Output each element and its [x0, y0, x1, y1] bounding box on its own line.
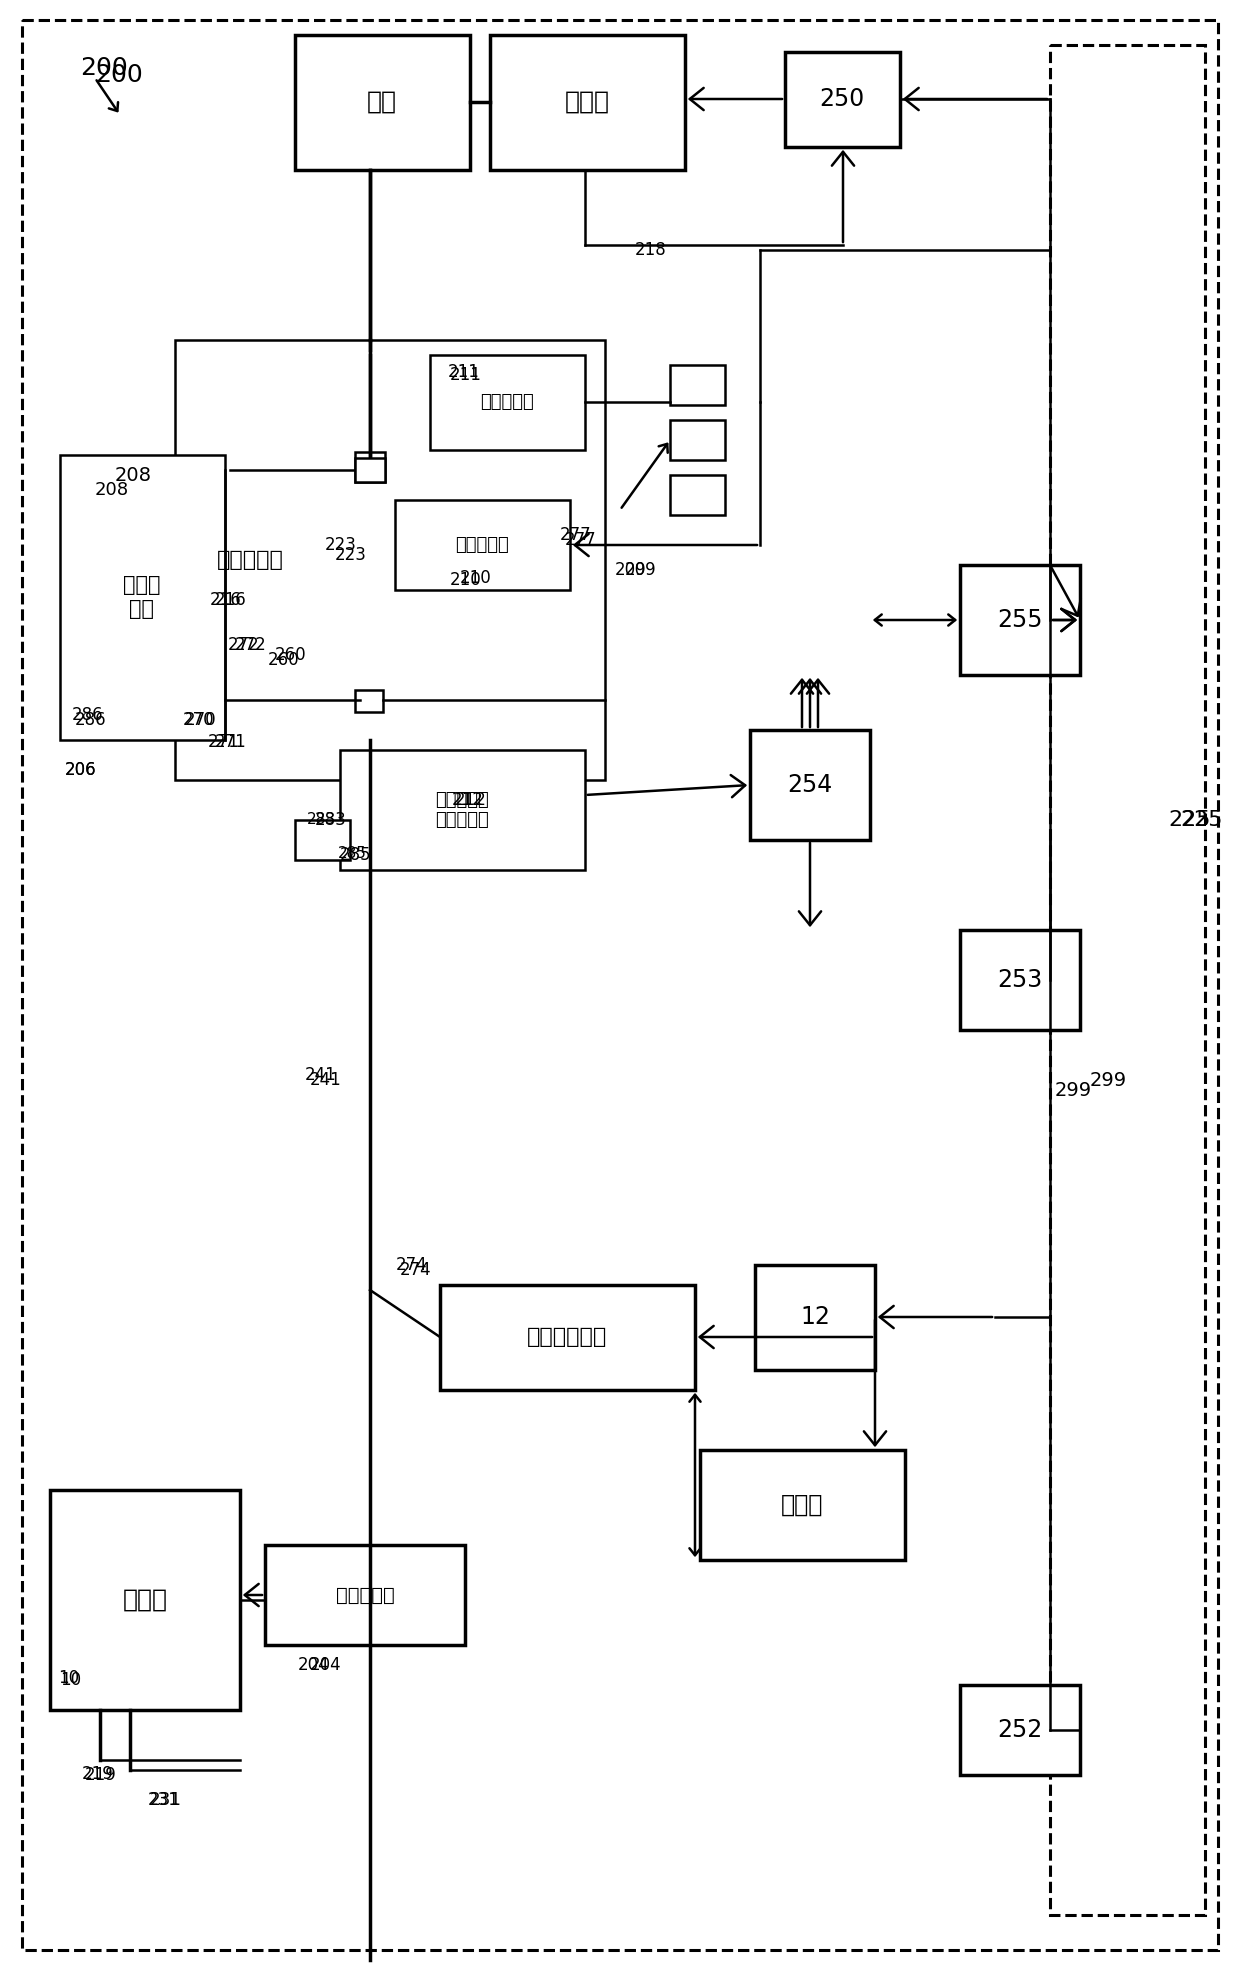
Text: 270: 270 [184, 711, 215, 729]
Text: 发动机: 发动机 [123, 1589, 167, 1612]
Text: 扭矩致动器: 扭矩致动器 [336, 1585, 394, 1605]
Text: 10: 10 [58, 1669, 79, 1687]
Bar [960, 1685, 1080, 1775]
Bar [670, 420, 725, 460]
Text: 252: 252 [997, 1718, 1043, 1742]
Text: 车轮: 车轮 [367, 90, 397, 114]
Text: 219: 219 [86, 1766, 117, 1783]
Text: 277: 277 [565, 530, 596, 550]
Text: 272: 272 [228, 636, 259, 654]
Bar [960, 931, 1080, 1029]
Text: 285: 285 [340, 846, 372, 864]
Bar [60, 456, 224, 740]
Text: 212: 212 [455, 791, 487, 809]
Bar [440, 1284, 694, 1391]
Text: 241: 241 [305, 1066, 337, 1084]
Text: 208: 208 [95, 481, 129, 499]
Text: 271: 271 [215, 733, 247, 750]
Bar [755, 1265, 875, 1371]
Text: 241: 241 [310, 1070, 342, 1088]
Text: 210: 210 [450, 572, 482, 589]
Text: 286: 286 [72, 705, 104, 725]
Text: 285: 285 [339, 845, 367, 860]
Bar [430, 355, 585, 450]
Text: 208: 208 [115, 465, 153, 485]
Bar [960, 566, 1080, 676]
Text: 254: 254 [787, 774, 832, 797]
Bar [355, 452, 384, 481]
Text: 209: 209 [615, 562, 646, 579]
Bar [295, 821, 350, 860]
Text: 电能存储装置: 电能存储装置 [527, 1328, 608, 1347]
Text: 225: 225 [1180, 809, 1223, 831]
Bar [701, 1449, 905, 1559]
Text: 283: 283 [315, 811, 347, 829]
Text: 274: 274 [401, 1261, 432, 1279]
Text: 206: 206 [64, 760, 97, 780]
Text: 274: 274 [396, 1257, 428, 1275]
Text: 液力变矩器
锁止离合器: 液力变矩器 锁止离合器 [435, 791, 489, 829]
Bar [785, 51, 900, 147]
Bar [1050, 45, 1205, 1915]
Text: 272: 272 [236, 636, 267, 654]
Text: 10: 10 [60, 1671, 81, 1689]
Text: 向前离合器: 向前离合器 [455, 536, 508, 554]
Text: 231: 231 [148, 1791, 180, 1809]
Text: 216: 216 [210, 591, 242, 609]
Bar [175, 340, 605, 780]
Text: 260: 260 [268, 650, 300, 670]
Text: 206: 206 [64, 760, 97, 780]
Text: 270: 270 [185, 711, 217, 729]
Text: 218: 218 [635, 242, 667, 259]
Bar [490, 35, 684, 171]
Text: 299: 299 [1055, 1080, 1092, 1100]
Bar [670, 365, 725, 405]
Text: 液力变
矩器: 液力变 矩器 [123, 575, 161, 619]
Text: 200: 200 [95, 63, 143, 86]
Bar [670, 475, 725, 515]
Text: 283: 283 [308, 813, 336, 827]
Bar [355, 689, 383, 713]
Text: 253: 253 [997, 968, 1043, 992]
Text: 216: 216 [215, 591, 247, 609]
Text: 210: 210 [460, 570, 492, 587]
Text: 204: 204 [310, 1656, 342, 1673]
Text: 250: 250 [820, 86, 864, 112]
Text: 225: 225 [1168, 809, 1210, 831]
Text: 231: 231 [150, 1791, 182, 1809]
Text: 286: 286 [74, 711, 107, 729]
Text: 12: 12 [800, 1304, 830, 1330]
Bar [340, 750, 585, 870]
Text: 255: 255 [997, 609, 1043, 632]
Text: 223: 223 [335, 546, 367, 564]
Text: 271: 271 [208, 733, 239, 750]
Text: 204: 204 [298, 1656, 330, 1673]
Text: 260: 260 [275, 646, 306, 664]
Text: 200: 200 [81, 57, 128, 81]
Text: 控制器: 控制器 [781, 1493, 823, 1516]
Text: 219: 219 [82, 1766, 114, 1783]
Text: 211: 211 [450, 365, 482, 385]
Text: 自动变速器: 自动变速器 [217, 550, 284, 570]
Text: 223: 223 [325, 536, 357, 554]
Text: 209: 209 [625, 562, 657, 579]
Bar [50, 1491, 241, 1711]
Text: 299: 299 [1090, 1070, 1127, 1090]
Bar [295, 35, 470, 171]
Bar [355, 458, 384, 481]
Text: 277: 277 [560, 526, 591, 544]
Text: 211: 211 [448, 363, 480, 381]
Bar [396, 501, 570, 589]
Text: 212: 212 [453, 791, 484, 809]
Text: 制动器: 制动器 [564, 90, 610, 114]
Bar [750, 731, 870, 841]
Bar [265, 1546, 465, 1646]
Text: 齿轮离合器: 齿轮离合器 [480, 393, 534, 410]
